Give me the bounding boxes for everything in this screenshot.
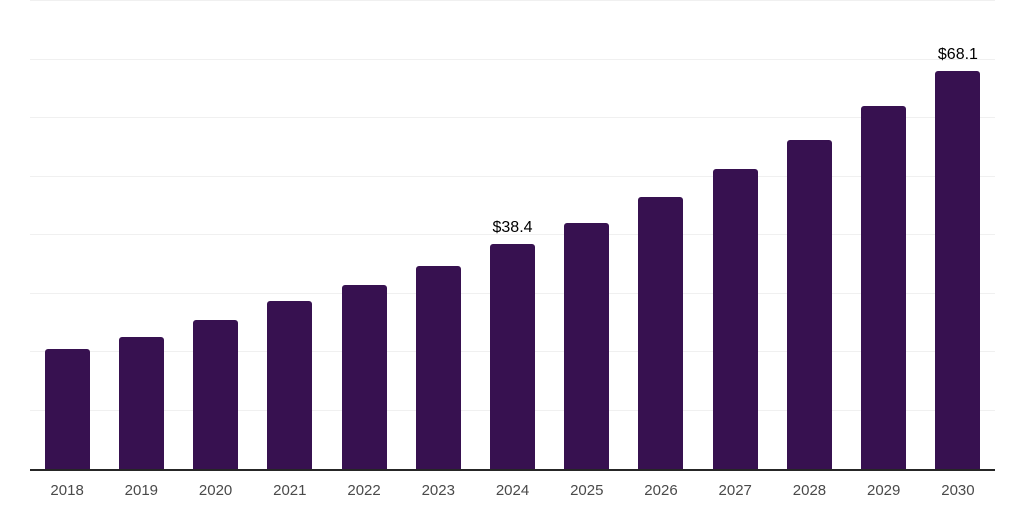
x-tick-label-2028: 2028 <box>792 482 827 499</box>
bar-2026 <box>638 196 684 469</box>
x-tick-label-2030: 2030 <box>941 482 975 499</box>
x-tick-label-2025: 2025 <box>570 482 604 499</box>
x-tick-label-2019: 2019 <box>124 482 159 499</box>
x-axis: 2018 2019 2020 2021 2022 2023 2024 2025 2026 2027… <box>30 481 995 501</box>
bar-band-2030: $68.1 <box>921 1 995 469</box>
x-tick-label-2020: 2020 <box>198 482 233 499</box>
bar-band-2021 <box>253 1 327 469</box>
bar-2030 <box>935 70 981 469</box>
plot-area: $38.4 $68.1 <box>30 0 995 471</box>
x-tick-label-2029: 2029 <box>867 482 901 499</box>
bar-band-2023 <box>401 1 475 469</box>
bar-band-2020 <box>178 1 252 469</box>
gridline-40 <box>30 234 995 235</box>
bar-2018 <box>44 348 90 469</box>
bar-2019 <box>118 336 164 469</box>
bar-2029 <box>861 105 907 469</box>
gridline-50 <box>30 175 995 177</box>
x-tick-label-2018: 2018 <box>50 482 84 499</box>
bars-row: $38.4 $68.1 <box>30 1 995 469</box>
bar-2023 <box>415 266 461 469</box>
bar-band-2024: $38.4 <box>475 1 549 469</box>
bar-2027 <box>712 169 758 469</box>
gridline-80 <box>30 0 995 1</box>
bar-2021 <box>267 301 313 469</box>
bar-band-2022 <box>327 1 401 469</box>
bar-band-2019 <box>104 1 178 469</box>
bar-band-2029 <box>847 1 921 469</box>
bar-2025 <box>564 222 610 469</box>
bar-band-2026 <box>624 1 698 469</box>
x-tick-label-2021: 2021 <box>273 482 307 499</box>
bar-band-2027 <box>698 1 772 469</box>
gridline-60 <box>30 117 995 118</box>
x-tick-label-2022: 2022 <box>347 482 381 499</box>
bar-band-2018 <box>30 1 104 469</box>
x-tick-label-2023: 2023 <box>421 482 455 499</box>
data-label-2024: $38.4 <box>492 219 533 237</box>
x-tick-label-2027: 2027 <box>718 482 752 499</box>
bar-2028 <box>786 139 832 469</box>
bar-band-2025 <box>550 1 624 469</box>
gridline-70 <box>30 58 995 60</box>
bar-2022 <box>341 285 387 469</box>
bar-2024 <box>490 244 536 469</box>
data-label-2030: $68.1 <box>937 45 978 63</box>
x-tick-label-2024: 2024 <box>495 482 530 499</box>
bar-2020 <box>193 319 239 469</box>
x-tick-label-2026: 2026 <box>644 482 678 499</box>
bar-band-2028 <box>772 1 846 469</box>
